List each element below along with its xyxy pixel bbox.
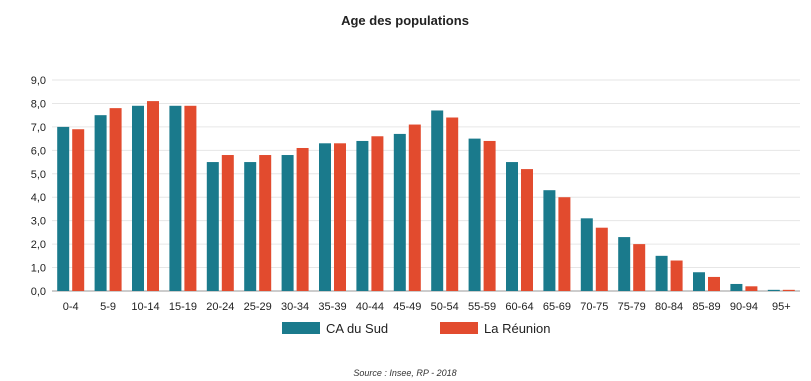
bar-ca-du-sud-60-64 [506, 162, 518, 291]
bar-ca-du-sud-0-4 [57, 126, 70, 291]
chart-title: Age des populations [341, 13, 469, 28]
bar-la-reunion-50-54 [446, 117, 459, 291]
legend-swatch [282, 322, 320, 334]
y-tick-label: 6,0 [31, 145, 46, 157]
x-tick-label: 60-64 [505, 301, 533, 313]
bar-ca-du-sud-65-69 [543, 190, 556, 291]
bar-la-reunion-40-44 [371, 136, 384, 291]
bar-ca-du-sud-15-19 [169, 105, 182, 292]
x-tick-label: 35-39 [318, 301, 346, 313]
bar-ca-du-sud-70-75 [580, 218, 593, 291]
x-tick-label: 75-79 [618, 301, 646, 313]
bars [57, 101, 795, 292]
bar-la-reunion-45-49 [408, 124, 421, 292]
bar-la-reunion-75-79 [633, 244, 646, 291]
y-axis-ticks: 0,0 1,0 2,0 3,0 4,0 5,0 6,0 7,0 8,0 9,0 [31, 75, 46, 298]
legend-label: La Réunion [484, 321, 551, 336]
legend-swatch [440, 322, 478, 334]
legend: CA du Sud La Réunion [282, 321, 551, 336]
y-tick-label: 0,0 [31, 286, 46, 298]
bar-la-reunion-5-9 [109, 108, 122, 291]
x-tick-label: 80-84 [655, 301, 683, 313]
bar-ca-du-sud-35-39 [319, 143, 331, 291]
x-tick-label: 5-9 [100, 301, 116, 313]
bar-la-reunion-60-64 [521, 169, 533, 291]
bar-la-reunion-55-59 [483, 140, 496, 291]
bar-ca-du-sud-20-24 [206, 162, 219, 291]
bar-ca-du-sud-10-14 [132, 105, 144, 292]
bar-ca-du-sud-55-59 [468, 138, 481, 291]
x-tick-label: 30-34 [281, 301, 309, 313]
bar-la-reunion-95+ [782, 289, 795, 291]
bar-ca-du-sud-25-29 [244, 162, 257, 291]
x-tick-label: 55-59 [468, 301, 496, 313]
bar-la-reunion-20-24 [221, 155, 234, 291]
bar-la-reunion-25-29 [259, 155, 272, 291]
bar-la-reunion-65-69 [558, 197, 571, 291]
x-tick-label: 10-14 [131, 301, 159, 313]
x-tick-label: 0-4 [63, 301, 79, 313]
y-tick-label: 1,0 [31, 263, 46, 275]
y-tick-label: 5,0 [31, 169, 46, 181]
bar-la-reunion-85-89 [708, 276, 720, 291]
bar-la-reunion-30-34 [296, 147, 309, 291]
x-tick-label: 40-44 [356, 301, 384, 313]
x-tick-label: 95+ [772, 301, 791, 313]
x-tick-label: 65-69 [543, 301, 571, 313]
x-tick-label: 50-54 [431, 301, 459, 313]
bar-ca-du-sud-5-9 [94, 115, 107, 292]
legend-label: CA du Sud [326, 321, 388, 336]
x-tick-label: 90-94 [730, 301, 758, 313]
x-tick-label: 45-49 [393, 301, 421, 313]
bar-ca-du-sud-85-89 [693, 272, 705, 291]
bar-la-reunion-0-4 [72, 129, 85, 291]
bar-la-reunion-35-39 [334, 143, 346, 291]
x-tick-label: 25-29 [244, 301, 272, 313]
y-tick-label: 3,0 [31, 216, 46, 228]
chart-source: Source : Insee, RP - 2018 [353, 368, 456, 378]
x-tick-label: 85-89 [692, 301, 720, 313]
grid-lines [52, 79, 800, 292]
x-axis-ticks: 0-4 5-9 10-14 15-19 20-24 25-29 30-34 35-39 40-4… [63, 301, 791, 313]
y-tick-label: 4,0 [31, 192, 46, 204]
y-tick-label: 8,0 [31, 98, 46, 110]
bar-la-reunion-15-19 [184, 105, 197, 292]
bar-ca-du-sud-80-84 [655, 255, 668, 291]
bar-ca-du-sud-45-49 [393, 133, 406, 291]
bar-ca-du-sud-50-54 [431, 110, 444, 291]
bar-la-reunion-90-94 [745, 286, 758, 291]
bar-ca-du-sud-95+ [767, 289, 780, 291]
x-tick-label: 20-24 [206, 301, 234, 313]
x-tick-label: 70-75 [580, 301, 608, 313]
y-tick-label: 9,0 [31, 75, 46, 87]
bar-la-reunion-80-84 [670, 260, 683, 291]
bar-la-reunion-70-75 [595, 227, 608, 291]
y-tick-label: 2,0 [31, 239, 46, 251]
bar-la-reunion-10-14 [147, 101, 159, 291]
bar-ca-du-sud-75-79 [618, 237, 631, 291]
bar-ca-du-sud-90-94 [730, 283, 743, 291]
x-tick-label: 15-19 [169, 301, 197, 313]
bar-ca-du-sud-40-44 [356, 140, 369, 291]
bar-ca-du-sud-30-34 [281, 155, 294, 291]
y-tick-label: 7,0 [31, 122, 46, 134]
